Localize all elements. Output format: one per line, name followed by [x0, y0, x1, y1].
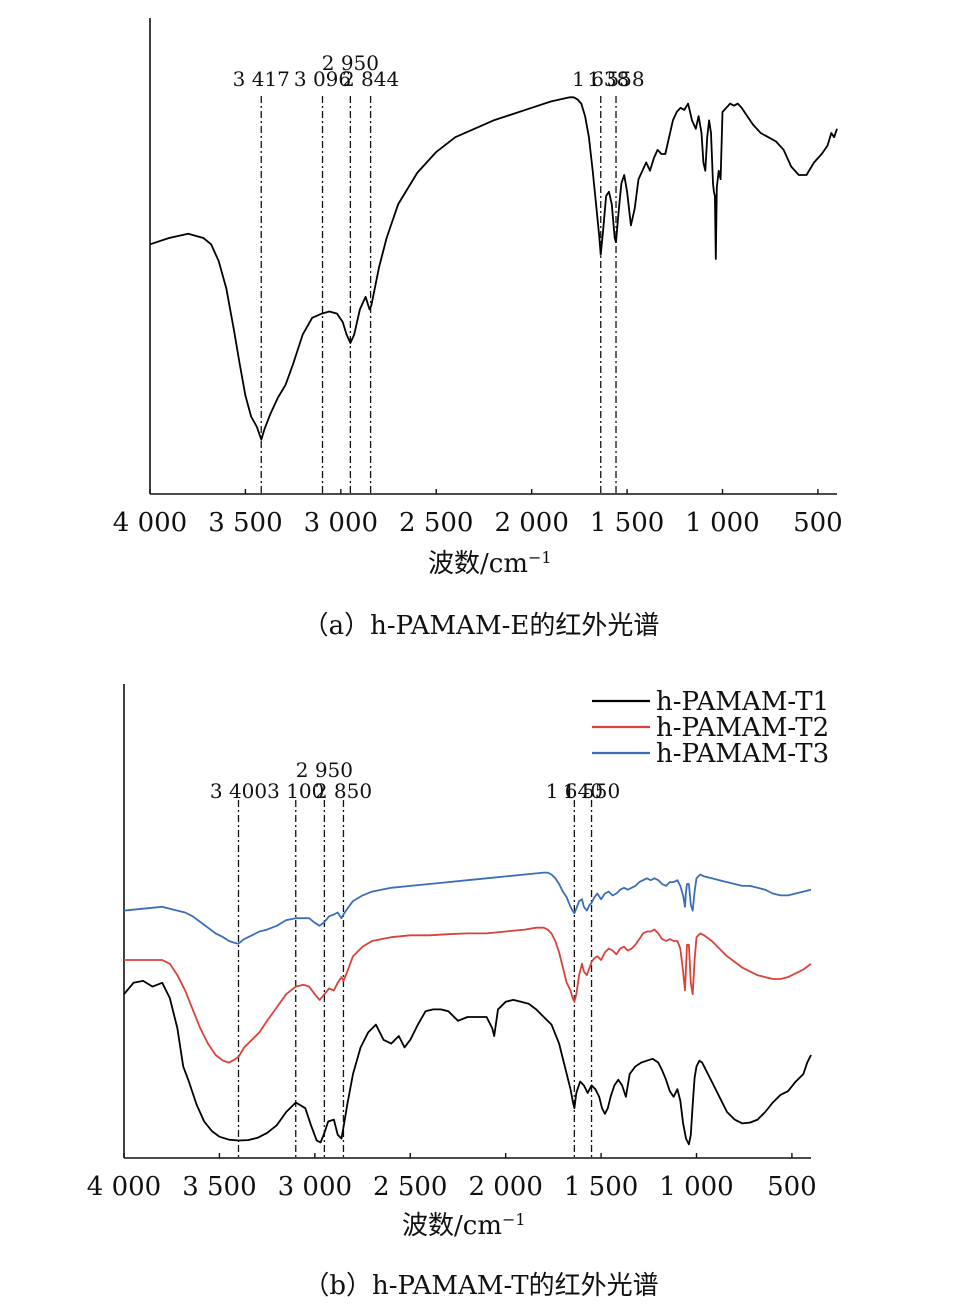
panel-b-x-axis-title: 波数/cm−1 [402, 1210, 526, 1242]
panel-a-x-tick-label: 3 500 [208, 508, 282, 538]
panel-b-x-tick-label: 2 000 [468, 1172, 542, 1202]
panel-a-peak-label: 2 844 [342, 67, 399, 91]
panel-a-peak-label: 1 638 [572, 67, 629, 91]
panel-a-x-tick-label: 2 500 [399, 508, 473, 538]
panel-a-peak-label: 3 096 [294, 67, 351, 91]
panel-b-x-tick-label: 500 [767, 1172, 817, 1202]
legend-label-t2: h-PAMAM-T2 [656, 713, 829, 743]
panel-b-series [123, 871, 812, 1146]
panel-a-series [149, 96, 838, 441]
panel-a-x-tick-label: 500 [793, 508, 843, 538]
panel-b-peak-label: 2 850 [315, 779, 372, 803]
panel-a-x-tick-label: 4 000 [113, 508, 187, 538]
panel-b-peak-label: 2 950 [296, 758, 353, 782]
panel-a-caption: （a）h-PAMAM-E的红外光谱 [303, 611, 660, 641]
panel-b-peak-label: 1 640 [546, 779, 603, 803]
panel-b-x-tick-label: 2 500 [373, 1172, 447, 1202]
panel-a-x-tick-label: 2 000 [494, 508, 568, 538]
panel-b-series-line-2 [124, 926, 812, 1064]
panel-a-peak-label: 1 558 [587, 67, 644, 91]
panel-a-x-axis-title: 波数/cm−1 [428, 548, 552, 580]
legend-label-t3: h-PAMAM-T3 [656, 739, 829, 769]
panel-a-peak-label: 3 417 [233, 67, 290, 91]
panel-b-peak-label: 1 550 [563, 779, 620, 803]
panel-b-legend: h-PAMAM-T1 h-PAMAM-T2 h-PAMAM-T3 [592, 687, 829, 769]
panel-b-x-tick-label: 1 500 [564, 1172, 638, 1202]
panel-b: 4 000 3 500 3 000 2 500 2 000 1 500 1 000 500 3… [87, 684, 829, 1301]
panel-b-x-tick-label: 4 000 [87, 1172, 161, 1202]
panel-a-series-line-1 [149, 96, 838, 441]
panel-b-x-ticks: 4 000 3 500 3 000 2 500 2 000 1 500 1 000 500 [87, 1153, 817, 1202]
panel-b-peak-label: 3 100 [267, 779, 324, 803]
panel-b-series-line-3 [123, 871, 812, 945]
panel-b-caption: （b）h-PAMAM-T的红外光谱 [303, 1271, 658, 1301]
panel-b-x-tick-label: 3 500 [182, 1172, 256, 1202]
panel-b-peak-label: 3 400 [210, 779, 267, 803]
panel-b-x-tick-label: 3 000 [278, 1172, 352, 1202]
panel-a-x-tick-label: 3 000 [304, 508, 378, 538]
panel-a-x-tick-label: 1 000 [685, 508, 759, 538]
panel-b-x-tick-label: 1 000 [659, 1172, 733, 1202]
panel-a-peak-label: 2 950 [322, 51, 379, 75]
panel-a-x-tick-label: 1 500 [590, 508, 664, 538]
panel-a-x-ticks: 4 000 3 500 3 000 2 500 2 000 1 500 1 000 500 [113, 489, 843, 538]
panel-b-series-line-1 [123, 980, 812, 1146]
legend-label-t1: h-PAMAM-T1 [656, 687, 829, 717]
panel-a: 4 000 3 500 3 000 2 500 2 000 1 500 1 000 500 3… [113, 18, 843, 641]
